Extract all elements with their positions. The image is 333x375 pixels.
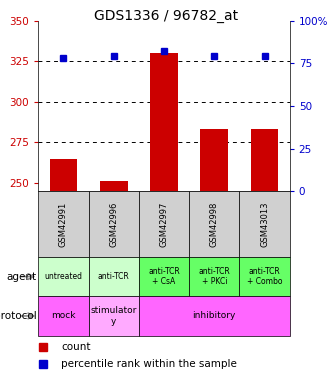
Text: inhibitory: inhibitory (192, 311, 236, 320)
Bar (239, 257, 290, 296)
Bar (139, 191, 189, 257)
Bar (38, 191, 89, 257)
Bar (139, 296, 290, 336)
Bar (200, 129, 228, 191)
Bar (239, 191, 290, 257)
Bar (38, 296, 89, 336)
Bar (189, 257, 239, 296)
Bar (89, 257, 139, 296)
Text: anti-TCR
+ CsA: anti-TCR + CsA (148, 267, 180, 286)
Bar (89, 296, 139, 336)
Text: count: count (61, 342, 91, 352)
Bar (139, 257, 189, 296)
Text: anti-TCR
+ Combo: anti-TCR + Combo (247, 267, 282, 286)
Text: mock: mock (51, 311, 76, 320)
Text: anti-TCR
+ PKCi: anti-TCR + PKCi (198, 267, 230, 286)
Text: GSM42996: GSM42996 (109, 201, 118, 247)
Text: percentile rank within the sample: percentile rank within the sample (61, 359, 237, 369)
Text: GSM42997: GSM42997 (160, 201, 168, 247)
Text: GSM42991: GSM42991 (59, 201, 68, 247)
Text: stimulator
y: stimulator y (91, 306, 137, 326)
Bar (150, 53, 178, 191)
Bar (38, 257, 89, 296)
Text: anti-TCR: anti-TCR (98, 272, 130, 281)
Text: GSM43013: GSM43013 (260, 201, 269, 247)
Bar (251, 129, 278, 191)
Bar (89, 191, 139, 257)
Text: protocol: protocol (0, 311, 37, 321)
Bar (100, 182, 128, 191)
Text: GDS1336 / 96782_at: GDS1336 / 96782_at (95, 9, 238, 23)
Text: untreated: untreated (44, 272, 83, 281)
Text: GSM42998: GSM42998 (210, 201, 219, 247)
Bar (189, 191, 239, 257)
Text: agent: agent (7, 272, 37, 282)
Bar (50, 159, 77, 191)
